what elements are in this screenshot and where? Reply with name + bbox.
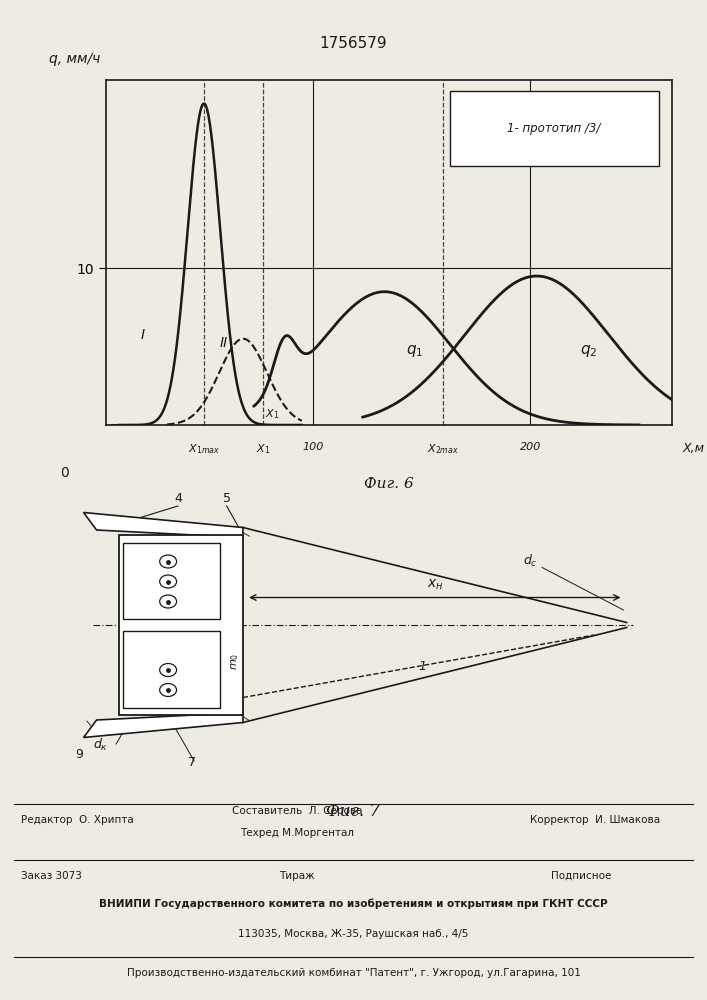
- Text: $q_1$: $q_1$: [407, 343, 423, 359]
- Text: I: I: [141, 328, 145, 342]
- Text: 5: 5: [223, 492, 230, 506]
- Text: 1756579: 1756579: [320, 35, 387, 50]
- Text: X,м: X,м: [683, 442, 705, 455]
- Text: $m_0$: $m_0$: [229, 652, 241, 670]
- Text: Редактор  О. Хрипта: Редактор О. Хрипта: [21, 815, 134, 825]
- Text: $q_2$: $q_2$: [580, 343, 597, 359]
- Text: Производственно-издательский комбинат "Патент", г. Ужгород, ул.Гагарина, 101: Производственно-издательский комбинат "П…: [127, 968, 580, 978]
- Text: $X_{2max}$: $X_{2max}$: [427, 442, 459, 456]
- Text: $X_1$: $X_1$: [265, 407, 279, 421]
- Text: Тираж: Тираж: [279, 871, 315, 881]
- Text: 4: 4: [174, 492, 182, 506]
- Text: 113035, Москва, Ж-35, Раушская наб., 4/5: 113035, Москва, Ж-35, Раушская наб., 4/5: [238, 929, 469, 939]
- Text: Составитель  Л. Серова: Составитель Л. Серова: [232, 806, 362, 816]
- Text: ВНИИПИ Государственного комитета по изобретениям и открытиям при ГКНТ СССР: ВНИИПИ Государственного комитета по изоб…: [99, 899, 608, 909]
- Text: 0: 0: [61, 466, 69, 480]
- Text: $d_c$: $d_c$: [522, 553, 537, 569]
- Text: Фиг. 6: Фиг. 6: [364, 477, 414, 491]
- Text: $X_1$: $X_1$: [255, 442, 270, 456]
- Text: Корректор  И. Шмакова: Корректор И. Шмакова: [530, 815, 660, 825]
- FancyBboxPatch shape: [450, 91, 659, 166]
- Polygon shape: [83, 712, 243, 738]
- Text: 7: 7: [187, 756, 196, 769]
- Text: Заказ 3073: Заказ 3073: [21, 871, 82, 881]
- Text: Техред М.Моргентал: Техред М.Моргентал: [240, 828, 354, 838]
- Text: $x_н$: $x_н$: [426, 577, 443, 591]
- Text: 200: 200: [520, 442, 541, 452]
- Bar: [122, 542, 220, 619]
- Text: II: II: [219, 336, 228, 350]
- Bar: [119, 535, 243, 715]
- Text: 9: 9: [75, 748, 83, 760]
- Text: 100: 100: [302, 442, 323, 452]
- Bar: [122, 631, 220, 708]
- Text: $d_к$: $d_к$: [93, 737, 108, 753]
- Text: 1- прототип /3/: 1- прототип /3/: [508, 122, 601, 135]
- Polygon shape: [83, 512, 243, 538]
- Text: 1: 1: [419, 660, 426, 673]
- Text: Фиг. 7: Фиг. 7: [327, 802, 380, 820]
- Text: Подписное: Подписное: [551, 871, 612, 881]
- Text: q, мм/ч: q, мм/ч: [49, 52, 101, 66]
- Text: $X_{1max}$: $X_{1max}$: [188, 442, 220, 456]
